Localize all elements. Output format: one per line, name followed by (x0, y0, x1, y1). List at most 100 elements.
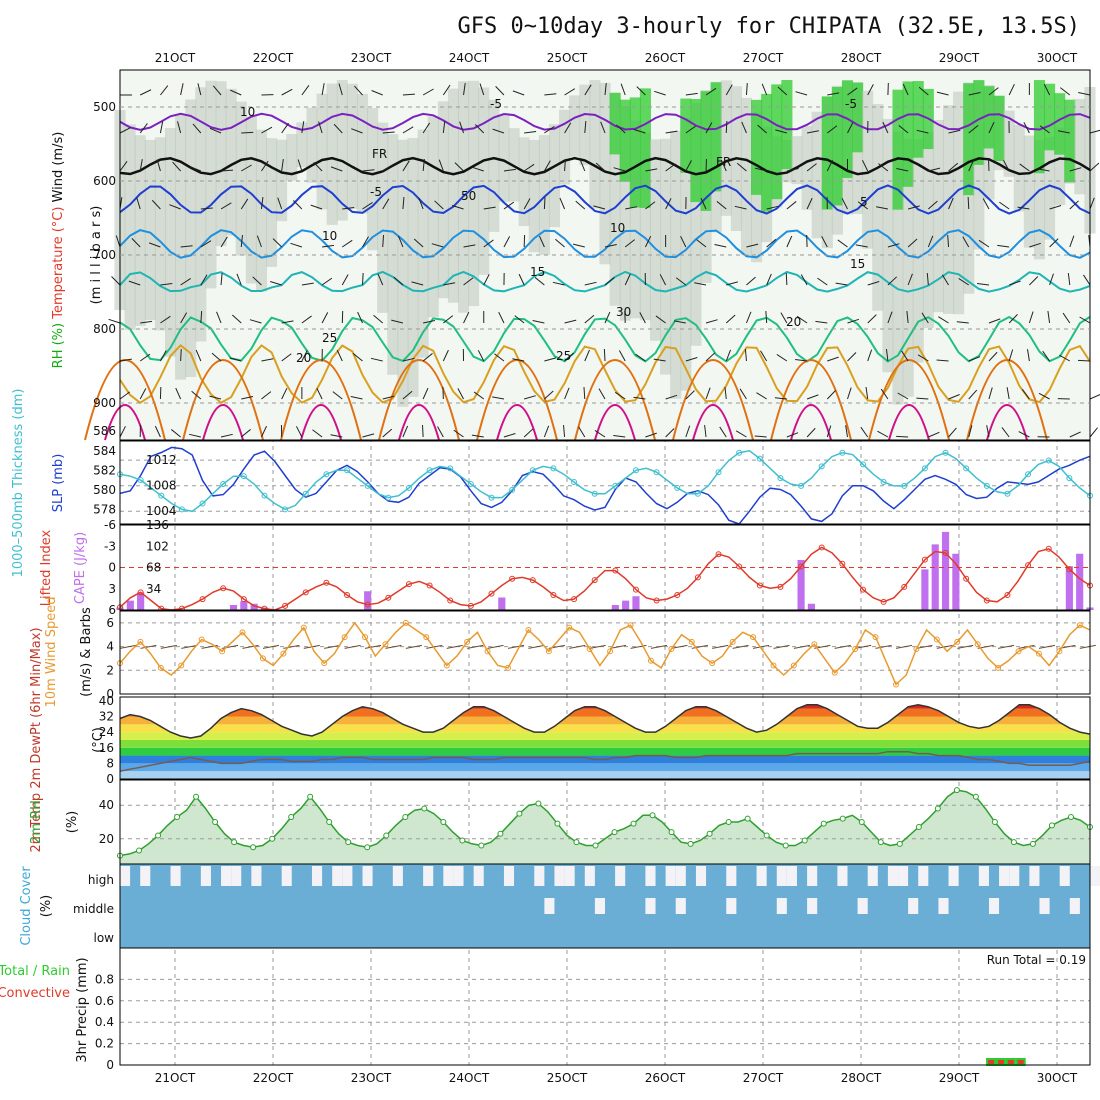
rh2m-point (269, 835, 276, 842)
wind-barb (220, 433, 233, 438)
contour-label: -5 (845, 97, 857, 111)
rh-shade-gray (892, 131, 904, 405)
wind-barb (978, 239, 990, 248)
wind-barb (350, 396, 363, 400)
thickness-line-point (1025, 471, 1032, 478)
wind-barb (1049, 273, 1054, 286)
thickness-line-point (901, 482, 908, 489)
rh2m-point (193, 793, 200, 800)
lifted-index-line-point (467, 602, 474, 609)
wind-barb (139, 353, 151, 362)
thickness-line-point (921, 465, 928, 472)
wind-barb (766, 273, 772, 286)
wind-barb (795, 91, 808, 96)
thickness-line-point (756, 455, 763, 462)
rh-shade-gray (518, 137, 530, 227)
rh-shade-gray (922, 132, 934, 328)
wind-barb (665, 394, 678, 400)
rh2m-point (877, 839, 884, 846)
li-tick-label: -6 (104, 518, 116, 532)
wind-barb (1019, 163, 1030, 172)
cape-bar (941, 531, 950, 610)
precip-convective-label: Convective (0, 986, 70, 1001)
wind-barb (492, 128, 505, 134)
cloud-gap-high (898, 866, 909, 886)
cloud-gap-high (554, 866, 565, 886)
rh2m-point (801, 837, 808, 844)
x-tick-label-top: 24OCT (449, 51, 490, 65)
wind-barb (918, 86, 929, 96)
wind-barb (705, 122, 713, 134)
wind-barb (867, 84, 874, 96)
cape-bar (622, 600, 630, 610)
wind-barb (402, 93, 415, 96)
lifted-index-line-point (859, 586, 866, 593)
wind-barb (714, 244, 727, 248)
rh2m-point (497, 830, 504, 837)
wind-barb (523, 163, 535, 172)
wind-barb (665, 198, 672, 210)
wind-barb (108, 318, 121, 324)
cape-bar (250, 603, 258, 610)
wind-barb (281, 88, 293, 96)
thickness-line-point (736, 449, 743, 456)
contour-30-arch (966, 359, 1048, 441)
cape-tick-label: 102 (146, 539, 169, 553)
rh-shade-gray (164, 127, 177, 357)
wind-barb (422, 159, 425, 172)
wind-barb (1069, 235, 1075, 248)
wind-speed-line-point (1056, 648, 1063, 655)
wind-barb (847, 387, 852, 400)
thickness-line-point (178, 506, 185, 513)
wind-barb (119, 391, 131, 400)
wind-barb (463, 277, 474, 286)
slp-tick-label: 1004 (146, 504, 177, 518)
rh-shade-green (963, 83, 975, 196)
wind-barb (1038, 392, 1050, 400)
wind-barb (270, 281, 282, 286)
wind-barb (503, 236, 511, 248)
wind-barb (260, 197, 264, 210)
wind-barb (128, 280, 141, 286)
thickness-tick-label: 582 (93, 463, 116, 477)
wind-barb (633, 129, 646, 134)
contour-label: 5 (860, 195, 868, 209)
contour-30-arch (868, 359, 950, 441)
wind-barb (696, 239, 707, 248)
rh2m-point (383, 832, 390, 839)
rh-shade-gray (195, 87, 207, 342)
rh2m-point (554, 820, 561, 827)
wind-barb (685, 125, 696, 134)
wind-barb (986, 425, 990, 438)
x-tick-label-top: 26OCT (645, 51, 686, 65)
wind-barb (579, 159, 586, 172)
x-tick-label-bottom: 28OCT (841, 1071, 882, 1085)
precip-bar (1005, 1058, 1016, 1066)
rh2m-point (174, 813, 181, 820)
surface-wind-barb (691, 644, 708, 649)
temp-ylabel: 2m Temp 2m DewPt (6hr Min/Max) (29, 627, 44, 852)
wind-speed-line-point (750, 634, 757, 641)
wind-speed-line-point (647, 657, 654, 664)
precip-ylabel: 3hr Precip (mm) (75, 957, 90, 1062)
wind-barb (503, 201, 515, 210)
wind-barb (402, 390, 413, 400)
rh2m-point (250, 844, 257, 851)
rh2m-point (668, 829, 675, 836)
rh2m-point (155, 832, 162, 839)
rh-shade-green (821, 96, 833, 210)
cloud-gap-middle (776, 898, 787, 914)
wind-speed-line-point (913, 645, 920, 652)
rh-shade-gray (185, 99, 197, 377)
temp-line (119, 704, 1091, 739)
cloud-gap-high (867, 866, 878, 886)
cloud-ylabel: Cloud Cover (19, 866, 34, 946)
thickness-line-point (323, 471, 330, 478)
rh-shade-gray (205, 80, 217, 289)
wind-barb (1028, 311, 1034, 324)
contour-35-arch (888, 404, 930, 441)
wind-barb (160, 85, 169, 96)
wind-barb (636, 86, 646, 96)
lifted-index-line-point (591, 577, 598, 584)
temp-yunit: (°C) (91, 727, 106, 753)
